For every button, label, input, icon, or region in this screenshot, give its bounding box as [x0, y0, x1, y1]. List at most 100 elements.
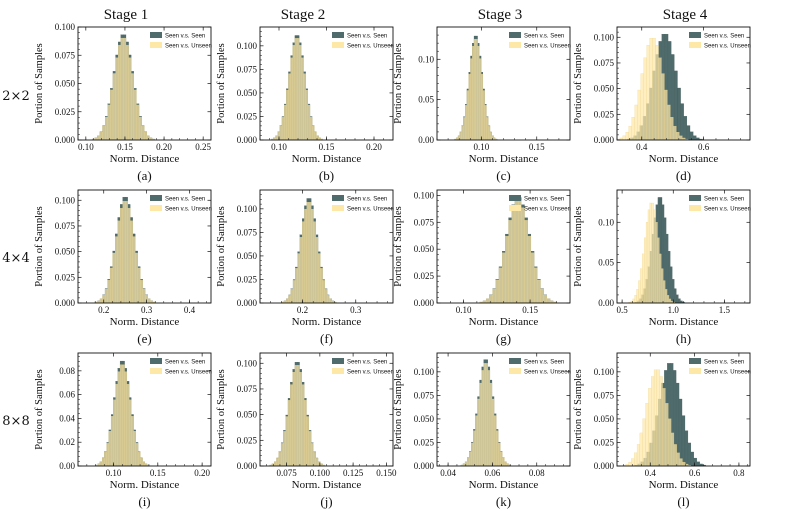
bar-seen-unseen [288, 73, 291, 141]
x-axis-label: Norm. Distance [649, 479, 719, 491]
bar-seen-unseen [309, 117, 313, 141]
x-axis-label: Norm. Distance [649, 316, 719, 328]
bar-seen-unseen [521, 207, 525, 304]
bar-seen-unseen [299, 371, 302, 467]
y-tick-label: 0.00 [59, 461, 75, 471]
chart-panel-d: 0.000 0.025 0.050 0.075 0.100 0.4 0.6 Portion o… [573, 26, 751, 183]
y-tick-label: 0.10 [598, 217, 614, 227]
bar-seen-unseen [484, 105, 487, 141]
bar-seen-unseen [540, 288, 544, 304]
y-axis-label: Portion of Samples [393, 369, 404, 450]
y-axis-label: Portion of Samples [34, 206, 45, 287]
bar-seen-unseen [651, 202, 654, 304]
legend-swatch-seen-seen [689, 32, 701, 38]
x-tick-label: 0.125 [343, 468, 364, 478]
bar-seen-unseen [292, 280, 296, 304]
x-axis-label: Norm. Distance [469, 316, 539, 328]
y-tick-label: 0.08 [59, 366, 75, 376]
y-tick-label: 0.000 [414, 461, 435, 471]
bar-seen-unseen [524, 220, 528, 304]
bar-seen-unseen [514, 200, 519, 304]
bar-seen-seen [693, 135, 697, 141]
bar-seen-unseen [459, 132, 462, 141]
bar-seen-unseen [679, 458, 683, 467]
bar-seen-unseen [634, 104, 638, 141]
plot-area [260, 190, 393, 303]
y-tick-label: 0.025 [55, 272, 76, 282]
x-tick-label: 0.150 [376, 468, 397, 478]
bar-seen-unseen [130, 220, 133, 304]
bar-seen-unseen [297, 365, 300, 467]
bar-seen-unseen [305, 89, 308, 141]
bar-seen-unseen [104, 116, 108, 141]
bar-seen-unseen [123, 37, 127, 141]
y-axis-label: Portion of Samples [393, 206, 404, 287]
bar-seen-unseen [469, 451, 472, 467]
bar-seen-unseen [530, 252, 535, 304]
panel-caption: (l) [677, 494, 689, 509]
x-tick-label: 0.075 [276, 468, 297, 478]
bar-seen-unseen [125, 201, 128, 304]
bar-seen-unseen [120, 37, 124, 141]
legend-label-seen-seen: Seen v.s. Seen [704, 360, 744, 366]
bar-seen-unseen [648, 388, 652, 467]
bar-seen-seen [696, 461, 700, 467]
bar-seen-unseen [117, 220, 121, 304]
bar-seen-unseen [668, 418, 672, 467]
bar-seen-unseen [290, 384, 293, 467]
bar-seen-unseen [477, 45, 480, 141]
x-axis-label: Norm. Distance [110, 153, 180, 165]
x-tick-label: 0.15 [150, 468, 166, 478]
chart-panel-b: 0.000 0.025 0.050 0.075 0.100 0.10 0.15 0.20 Por… [216, 26, 394, 183]
bar-seen-unseen [475, 39, 478, 141]
bar-seen-unseen [673, 125, 677, 141]
bar-seen-unseen [301, 57, 304, 141]
bar-seen-unseen [666, 295, 670, 304]
legend-swatch-seen-seen [332, 358, 344, 364]
panel-caption: (c) [496, 168, 510, 183]
legend-swatch-seen-seen [150, 32, 162, 38]
bar-seen-unseen [132, 236, 136, 304]
bar-seen-unseen [662, 388, 666, 467]
y-tick-label: 0.050 [414, 414, 435, 424]
bar-seen-unseen [320, 268, 323, 304]
row-label-2x2: 2×2 [2, 89, 29, 104]
bar-seen-unseen [482, 90, 485, 141]
legend-swatch-seen-unseen [689, 42, 701, 48]
legend-label-seen-seen: Seen v.s. Seen [165, 34, 205, 40]
y-tick-label: 0.075 [237, 227, 258, 237]
bar-seen-unseen [292, 45, 296, 141]
bar-seen-unseen [508, 220, 512, 304]
bar-seen-unseen [304, 208, 307, 304]
bar-seen-unseen [99, 461, 103, 467]
bar-seen-unseen [140, 458, 143, 467]
legend-label-seen-unseen: Seen v.s. Unseen [165, 207, 212, 213]
bar-seen-unseen [527, 236, 532, 304]
legend-label-seen-unseen: Seen v.s. Unseen [347, 44, 394, 50]
bar-seen-unseen [543, 294, 547, 304]
bar-seen-unseen [283, 431, 286, 467]
legend-swatch-seen-unseen [332, 205, 344, 211]
bar-seen-unseen [310, 443, 314, 467]
bar-seen-unseen [303, 73, 306, 141]
y-tick-label: 0.050 [237, 251, 258, 261]
x-tick-label: 0.08 [529, 468, 545, 478]
x-tick-label: 0.20 [156, 142, 172, 152]
bar-seen-unseen [665, 289, 668, 304]
bar-seen-unseen [307, 104, 311, 141]
bar-seen-unseen [133, 89, 137, 141]
bar-seen-unseen [287, 400, 291, 467]
bar-seen-unseen [537, 279, 541, 304]
x-axis-label: Norm. Distance [110, 316, 180, 328]
bar-seen-unseen [128, 399, 132, 467]
stage-titles: Stage 1 Stage 2 Stage 3 Stage 4 [104, 7, 708, 23]
x-tick-label: 0.10 [456, 305, 472, 315]
bar-seen-unseen [124, 371, 127, 467]
bar-seen-unseen [142, 288, 146, 304]
bar-seen-unseen [138, 116, 142, 141]
bar-seen-unseen [661, 268, 664, 304]
bar-seen-unseen [107, 280, 111, 304]
plot-area [437, 27, 570, 140]
y-axis-label: Portion of Samples [34, 43, 45, 124]
bar-seen-unseen [498, 442, 501, 467]
